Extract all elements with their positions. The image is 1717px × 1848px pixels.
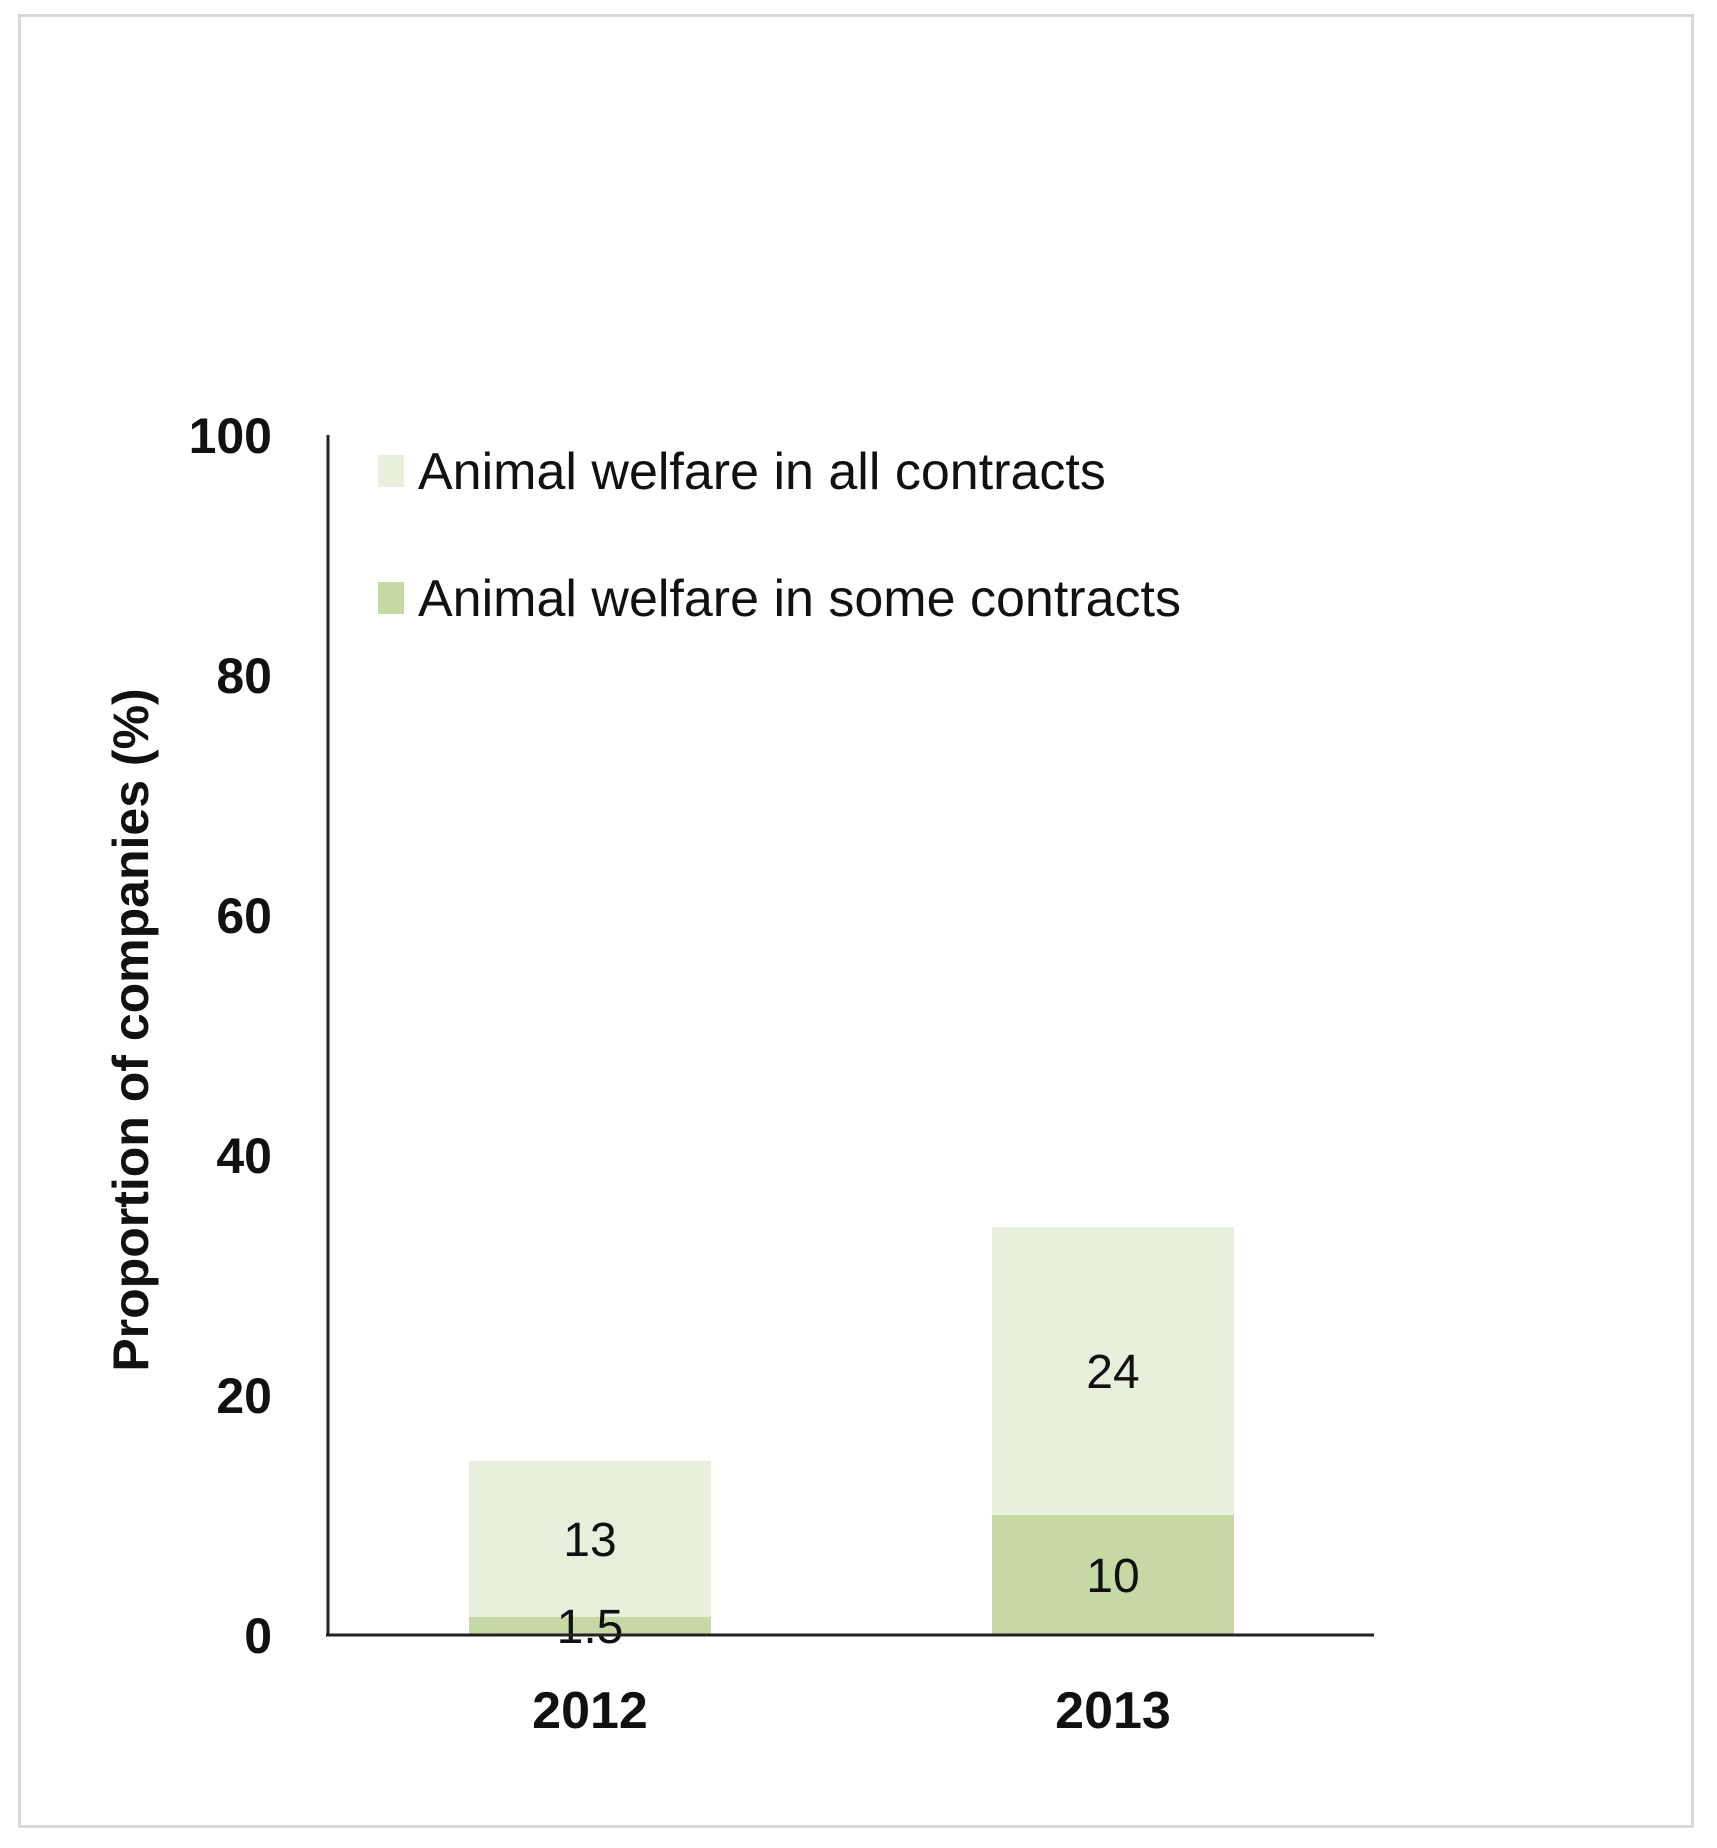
y-tick-label: 60 — [216, 888, 272, 944]
y-tick-label: 40 — [216, 1128, 272, 1184]
bar-all-contracts-2012 — [469, 1461, 711, 1617]
y-axis-ticks: 0 20 40 60 80 100 — [189, 408, 272, 1664]
y-tick-label: 0 — [244, 1608, 272, 1664]
bars — [469, 1227, 1234, 1635]
y-tick-label: 20 — [216, 1368, 272, 1424]
bar-all-contracts-2013 — [992, 1227, 1234, 1515]
legend-label: Animal welfare in all contracts — [418, 443, 1106, 501]
data-label: 1.5 — [557, 1601, 624, 1654]
data-label: 24 — [1086, 1346, 1139, 1399]
x-axis-categories: 2012 2013 — [532, 1682, 1171, 1740]
chart-frame — [18, 14, 1694, 1828]
legend-swatch — [378, 582, 404, 614]
x-tick-label: 2013 — [1055, 1682, 1171, 1740]
y-axis-label: Proportion of companies (%) — [103, 688, 159, 1371]
legend: Animal welfare in all contracts Animal we… — [378, 443, 1181, 628]
legend-label: Animal welfare in some contracts — [418, 570, 1181, 628]
x-tick-label: 2012 — [532, 1682, 648, 1740]
y-tick-label: 80 — [216, 648, 272, 704]
data-label: 10 — [1086, 1550, 1139, 1603]
y-tick-label: 100 — [189, 408, 272, 464]
data-label: 13 — [563, 1514, 616, 1567]
bar-some-contracts-2012 — [469, 1617, 711, 1635]
legend-swatch — [378, 455, 404, 487]
bar-some-contracts-2013 — [992, 1515, 1234, 1635]
data-labels: 1.5 13 10 24 — [557, 1346, 1140, 1654]
